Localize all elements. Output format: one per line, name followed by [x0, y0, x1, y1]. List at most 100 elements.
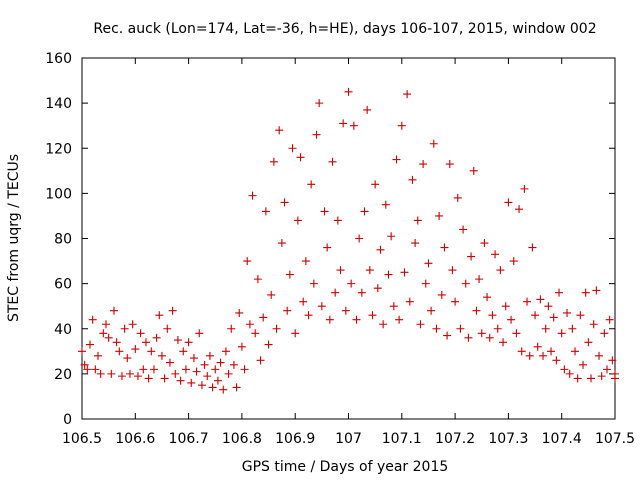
x-tick-label: 106.5 — [62, 431, 102, 447]
data-point — [237, 342, 246, 351]
data-point — [78, 347, 86, 356]
data-point — [584, 338, 593, 347]
data-point — [275, 126, 284, 135]
data-point — [120, 324, 129, 333]
data-point — [304, 311, 313, 320]
data-point — [496, 266, 505, 275]
data-point — [221, 347, 230, 356]
data-point — [253, 275, 262, 284]
data-point — [139, 365, 148, 374]
data-point — [520, 184, 529, 193]
y-axis-label: STEC from uqrg / TECUs — [6, 154, 22, 322]
data-point — [157, 351, 166, 360]
data-point — [112, 338, 121, 347]
data-point — [227, 324, 236, 333]
data-point — [339, 119, 348, 128]
data-point — [541, 324, 550, 333]
data-point — [531, 311, 540, 320]
data-point — [408, 175, 417, 184]
data-point — [213, 376, 222, 385]
data-point — [557, 329, 566, 338]
y-tick-label: 20 — [54, 367, 72, 383]
data-point — [328, 157, 337, 166]
data-point — [419, 160, 428, 169]
data-point — [80, 360, 89, 369]
data-point — [525, 351, 534, 360]
data-point — [480, 239, 489, 248]
data-point — [515, 205, 524, 214]
data-point — [456, 324, 465, 333]
data-point — [93, 351, 102, 360]
data-point — [83, 365, 92, 374]
y-tick-label: 100 — [45, 186, 72, 202]
data-point — [344, 87, 353, 96]
data-point — [104, 333, 113, 342]
data-point — [605, 315, 614, 324]
data-point — [109, 306, 118, 315]
data-point — [285, 270, 294, 279]
data-point — [149, 365, 158, 374]
data-point — [296, 153, 305, 162]
data-point — [133, 372, 142, 381]
x-tick-label: 106.8 — [222, 431, 262, 447]
data-point — [389, 302, 398, 311]
data-point — [432, 324, 441, 333]
data-point — [549, 313, 558, 322]
data-point — [125, 369, 134, 378]
data-point — [357, 288, 366, 297]
data-point — [336, 266, 345, 275]
data-point — [91, 365, 100, 374]
data-point — [587, 374, 596, 383]
data-point — [565, 369, 574, 378]
data-point — [504, 198, 513, 207]
data-point — [160, 374, 169, 383]
data-point — [435, 211, 444, 220]
data-point — [277, 239, 286, 248]
data-point — [608, 356, 617, 365]
data-point — [611, 374, 619, 383]
data-point — [256, 356, 265, 365]
data-point — [205, 351, 214, 360]
x-tick-label: 106.6 — [115, 431, 155, 447]
data-point — [563, 308, 572, 317]
data-point — [448, 266, 457, 275]
data-point — [283, 306, 292, 315]
data-point — [437, 290, 446, 299]
data-point — [309, 279, 318, 288]
data-point — [477, 329, 486, 338]
x-tick-label: 106.7 — [169, 431, 209, 447]
x-tick-label: 107.4 — [542, 431, 582, 447]
data-point — [99, 329, 108, 338]
data-point — [341, 306, 350, 315]
data-point — [136, 329, 145, 338]
x-axis: 106.5 106.6 106.7 106.8 106.9 107 107.1 107.2 10… — [62, 58, 635, 447]
data-point — [181, 365, 190, 374]
data-point — [536, 295, 545, 304]
data-point — [307, 180, 316, 189]
data-point — [152, 333, 161, 342]
chart-title: Rec. auck (Lon=174, Lat=-36, h=HE), days… — [93, 21, 596, 37]
data-point — [440, 243, 449, 252]
y-tick-label: 160 — [45, 51, 72, 67]
data-point — [155, 311, 164, 320]
data-point — [363, 105, 372, 114]
data-point — [355, 234, 364, 243]
data-point — [264, 340, 273, 349]
data-point — [365, 266, 374, 275]
data-point — [427, 306, 436, 315]
data-point — [147, 347, 156, 356]
data-point — [544, 302, 553, 311]
data-point — [195, 329, 204, 338]
data-point — [333, 216, 342, 225]
data-point — [251, 329, 260, 338]
y-axis: 0 20 40 60 80 100 120 140 160 — [45, 51, 615, 428]
data-point — [141, 338, 150, 347]
data-point — [469, 166, 478, 175]
data-point — [595, 351, 604, 360]
x-tick-label: 107.5 — [595, 431, 635, 447]
data-point — [533, 342, 542, 351]
data-point — [352, 315, 361, 324]
data-point — [373, 284, 382, 293]
data-point — [491, 250, 500, 259]
data-point — [517, 347, 526, 356]
